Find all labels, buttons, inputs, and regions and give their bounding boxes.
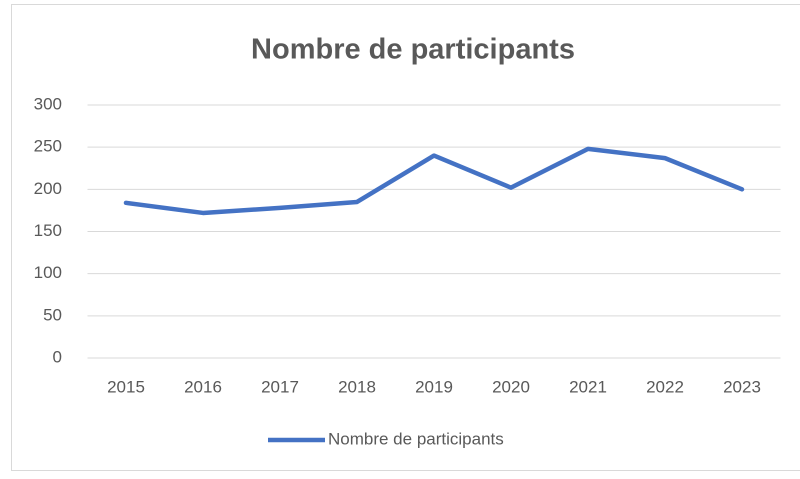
chart-title: Nombre de participants <box>251 34 575 66</box>
x-tick-label: 2015 <box>107 377 145 396</box>
x-tick-label: 2017 <box>261 377 299 396</box>
y-tick-label: 0 <box>53 347 62 366</box>
y-tick-label: 100 <box>34 263 62 282</box>
y-tick-label: 50 <box>43 305 62 324</box>
x-tick-label: 2021 <box>569 377 607 396</box>
x-tick-label: 2016 <box>184 377 222 396</box>
x-tick-label: 2018 <box>338 377 376 396</box>
x-tick-label: 2019 <box>415 377 453 396</box>
y-tick-label: 250 <box>34 137 62 156</box>
chart-frame <box>11 4 800 471</box>
x-tick-label: 2022 <box>646 377 684 396</box>
x-tick-label: 2020 <box>492 377 530 396</box>
data-line <box>123 146 745 216</box>
y-tick-label: 200 <box>34 179 62 198</box>
y-tick-label: 300 <box>34 94 62 113</box>
legend-label: Nombre de participants <box>328 429 504 448</box>
x-tick-label: 2023 <box>723 377 761 396</box>
y-tick-label: 150 <box>34 221 62 240</box>
